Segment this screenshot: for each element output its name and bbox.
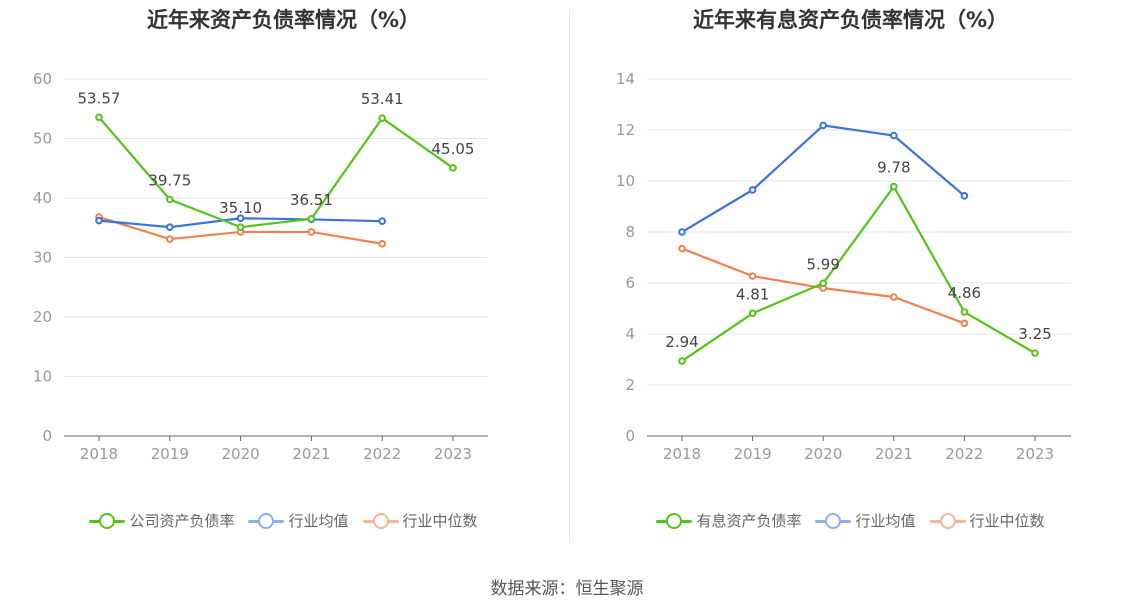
data-point[interactable] [748, 272, 757, 280]
y-tick-label: 30 [33, 249, 52, 267]
legend-swatch-icon [929, 512, 966, 529]
legend-item-industry-median[interactable]: 行业中位数 [362, 510, 478, 531]
data-point[interactable] [678, 357, 686, 365]
y-tick-label: 8 [625, 223, 635, 241]
x-tick-label: 2022 [945, 445, 983, 463]
data-point[interactable] [166, 195, 174, 204]
x-tick-label: 2023 [1016, 445, 1054, 463]
data-label: 53.57 [78, 89, 121, 107]
x-tick-label: 2021 [292, 445, 330, 463]
legend-label: 行业中位数 [969, 512, 1045, 530]
series-line [98, 116, 454, 229]
series-line [681, 124, 966, 233]
data-point[interactable] [748, 186, 757, 194]
data-point[interactable] [449, 164, 457, 172]
y-tick-label: 40 [33, 189, 52, 207]
data-label: 45.05 [432, 140, 475, 158]
data-point[interactable] [678, 228, 686, 236]
data-point[interactable] [236, 214, 245, 223]
legend-swatch-icon [362, 512, 399, 529]
legend-label: 有息资产负债率 [696, 512, 802, 530]
data-point[interactable] [166, 235, 174, 243]
data-point[interactable] [819, 279, 828, 288]
data-point[interactable] [95, 113, 103, 122]
legend: 有息资产负债率 行业均值 行业中位数 [567, 510, 1134, 531]
data-point[interactable] [95, 216, 103, 225]
x-tick-label: 2021 [875, 445, 913, 463]
legend-item-industry-median[interactable]: 行业中位数 [929, 510, 1045, 531]
data-point[interactable] [378, 217, 387, 226]
x-tick-label: 2018 [663, 445, 701, 463]
data-label: 4.81 [736, 285, 769, 303]
data-label: 39.75 [148, 171, 191, 189]
chart-title: 近年来资产负债率情况（%） [146, 8, 421, 32]
legend-item-company[interactable]: 公司资产负债率 [89, 510, 234, 531]
series-line [681, 185, 1036, 362]
legend-label: 公司资产负债率 [129, 512, 235, 530]
data-label: 36.51 [290, 191, 333, 209]
data-label: 53.41 [361, 90, 404, 108]
legend-label: 行业中位数 [402, 512, 478, 530]
data-point[interactable] [819, 121, 828, 130]
x-tick-label: 2020 [222, 445, 260, 463]
legend-label: 行业均值 [288, 512, 349, 530]
legend-item-industry-mean[interactable]: 行业均值 [815, 510, 916, 531]
data-label: 2.94 [665, 333, 698, 351]
data-point[interactable] [890, 182, 898, 191]
y-tick-label: 50 [33, 130, 52, 148]
chart-plot-right: 0 2 4 6 8 10 12 14 2018 2019 2020 2021 2022 2023 2.94 4… [616, 70, 1071, 463]
y-tick-label: 2 [625, 376, 635, 394]
y-tick-label: 10 [616, 172, 635, 190]
legend-swatch-icon [815, 512, 852, 529]
data-point[interactable] [307, 228, 316, 236]
x-tick-label: 2023 [434, 445, 472, 463]
x-tick-label: 2022 [363, 445, 401, 463]
data-point[interactable] [960, 319, 969, 328]
x-tick-label: 2018 [80, 445, 118, 463]
data-point[interactable] [378, 240, 387, 248]
data-point[interactable] [378, 114, 387, 123]
data-point[interactable] [890, 293, 898, 301]
panel-divider [569, 10, 570, 542]
y-tick-label: 0 [42, 427, 52, 445]
legend-label: 行业均值 [855, 512, 916, 530]
x-tick-label: 2019 [734, 445, 772, 463]
y-tick-label: 4 [625, 325, 635, 343]
y-tick-label: 12 [616, 121, 635, 139]
data-point[interactable] [236, 223, 245, 231]
x-tick-label: 2019 [151, 445, 189, 463]
data-point[interactable] [678, 244, 686, 253]
chart-panel-left: 近年来资产负债率情况（%） 0 10 20 30 40 50 60 2018 2019 2020 2… [0, 0, 567, 560]
data-point[interactable] [1031, 349, 1039, 357]
data-label: 4.86 [948, 284, 981, 302]
x-tick-label: 2020 [804, 445, 842, 463]
data-label: 5.99 [806, 255, 839, 273]
legend-swatch-icon [248, 512, 285, 529]
data-point[interactable] [890, 131, 898, 140]
chart-panel-right: 近年来有息资产负债率情况（%） 0 2 4 6 8 10 12 14 2018 2019 2020 2… [567, 0, 1134, 560]
y-tick-label: 0 [625, 427, 635, 445]
data-point[interactable] [307, 214, 316, 223]
legend-item-interest-bearing[interactable]: 有息资产负债率 [656, 510, 801, 531]
data-source-note: 数据来源：恒生聚源 [490, 579, 644, 599]
data-point[interactable] [166, 223, 174, 231]
chart-plot-left: 0 10 20 30 40 50 60 2018 2019 2020 2021 2022 2023 53.… [33, 70, 488, 463]
chart-title: 近年来有息资产负债率情况（%） [692, 8, 1009, 32]
data-label: 3.25 [1018, 325, 1051, 343]
y-tick-label: 6 [625, 274, 635, 292]
y-tick-label: 14 [616, 70, 635, 88]
data-point[interactable] [748, 309, 757, 318]
legend: 公司资产负债率 行业均值 行业中位数 [0, 510, 567, 531]
data-label: 35.10 [219, 199, 262, 217]
data-point[interactable] [960, 308, 969, 316]
legend-swatch-icon [89, 512, 126, 529]
legend-item-industry-mean[interactable]: 行业均值 [248, 510, 349, 531]
y-tick-label: 60 [33, 70, 52, 88]
data-label: 9.78 [877, 159, 910, 177]
legend-swatch-icon [656, 512, 693, 529]
data-point[interactable] [960, 191, 969, 200]
y-tick-label: 10 [33, 368, 52, 386]
y-tick-label: 20 [33, 308, 52, 326]
